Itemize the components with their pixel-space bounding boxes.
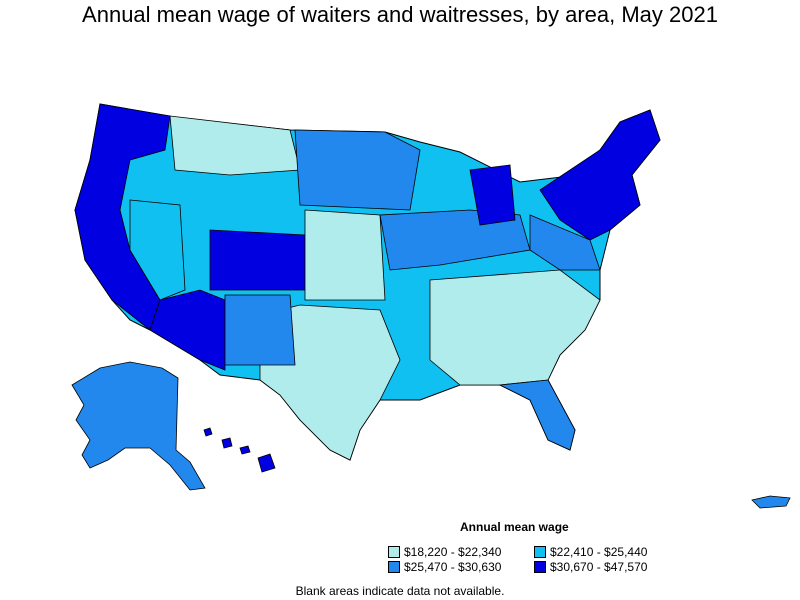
legend-swatch-icon [534,546,546,558]
legend-item-4: $30,670 - $47,570 [534,560,647,574]
legend-label: $25,470 - $30,630 [404,560,502,574]
mid-atlantic-region [529,214,601,271]
legend-item-1: $18,220 - $22,340 [388,545,501,559]
data-note: Blank areas indicate data not available. [295,584,505,598]
florida-region [498,379,576,451]
colorado-region [209,229,306,291]
great-basin-region [129,199,186,301]
legend-swatch-icon [388,546,400,558]
legend-label: $22,410 - $25,440 [550,545,648,559]
new-mexico-region [224,294,296,366]
legend-title: Annual mean wage [460,520,569,534]
legend-label: $18,220 - $22,340 [404,545,502,559]
southeast-region [429,269,601,386]
northeast-region [539,109,661,241]
southwest-region [149,289,226,371]
michigan-region [469,164,516,226]
legend-item-2: $22,410 - $25,440 [534,545,647,559]
central-plains-region [304,209,386,301]
north-central-region [294,129,421,211]
northern-plains-region [169,115,301,176]
puerto-rico-region [751,495,791,509]
alaska-region [71,361,206,491]
legend-swatch-icon [388,561,400,573]
hawaii-region [203,427,276,473]
legend-swatch-icon [534,561,546,573]
map-title: Annual mean wage of waiters and waitress… [82,2,718,27]
texas-region [259,304,401,461]
legend-item-3: $25,470 - $30,630 [388,560,501,574]
legend-label: $30,670 - $47,570 [550,560,648,574]
